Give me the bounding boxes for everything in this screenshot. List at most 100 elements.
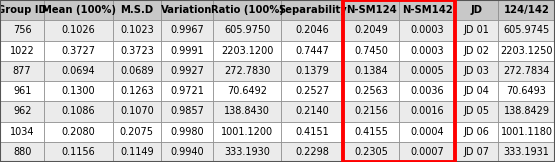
Bar <box>399 142 455 162</box>
Text: 0.2075: 0.2075 <box>120 127 154 137</box>
Bar <box>498 61 555 81</box>
Bar <box>498 142 555 162</box>
Text: 0.4151: 0.4151 <box>295 127 329 137</box>
Text: 0.1086: 0.1086 <box>62 106 95 116</box>
Text: 2203.1200: 2203.1200 <box>221 46 273 56</box>
Text: 124/142: 124/142 <box>503 5 549 15</box>
Bar <box>455 122 498 142</box>
Bar <box>281 142 344 162</box>
Bar <box>113 0 161 20</box>
Bar <box>0 0 44 20</box>
Text: 0.0694: 0.0694 <box>62 66 95 76</box>
Bar <box>0 122 44 142</box>
Bar <box>455 0 498 20</box>
Text: 333.1930: 333.1930 <box>224 147 270 157</box>
Text: 0.0005: 0.0005 <box>410 66 444 76</box>
Bar <box>344 0 455 162</box>
Text: 0.1263: 0.1263 <box>120 86 154 96</box>
Bar <box>498 40 555 61</box>
Text: 70.6493: 70.6493 <box>507 86 547 96</box>
Text: 0.9980: 0.9980 <box>170 127 204 137</box>
Bar <box>213 81 281 101</box>
Bar <box>161 40 213 61</box>
Bar <box>281 122 344 142</box>
Text: 272.7834: 272.7834 <box>503 66 549 76</box>
Bar <box>455 81 498 101</box>
Bar <box>498 81 555 101</box>
Bar <box>344 40 399 61</box>
Text: 961: 961 <box>13 86 32 96</box>
Text: 0.7450: 0.7450 <box>354 46 388 56</box>
Bar <box>44 40 113 61</box>
Bar <box>213 61 281 81</box>
Text: 0.2563: 0.2563 <box>354 86 388 96</box>
Text: 0.1070: 0.1070 <box>120 106 154 116</box>
Bar <box>281 0 344 20</box>
Bar <box>281 101 344 122</box>
Bar <box>44 101 113 122</box>
Text: 0.9927: 0.9927 <box>170 66 204 76</box>
Bar <box>113 81 161 101</box>
Text: JD 02: JD 02 <box>463 46 490 56</box>
Text: 0.9857: 0.9857 <box>170 106 204 116</box>
Text: 0.1300: 0.1300 <box>62 86 95 96</box>
Text: 0.3727: 0.3727 <box>62 46 95 56</box>
Text: 2203.1250: 2203.1250 <box>500 46 553 56</box>
Text: 1034: 1034 <box>10 127 34 137</box>
Text: 0.0003: 0.0003 <box>410 46 444 56</box>
Text: 0.2298: 0.2298 <box>295 147 329 157</box>
Text: Group ID: Group ID <box>0 5 47 15</box>
Text: 0.1156: 0.1156 <box>62 147 95 157</box>
Text: JD 05: JD 05 <box>463 106 490 116</box>
Bar <box>44 0 113 20</box>
Bar <box>344 122 399 142</box>
Text: 0.2080: 0.2080 <box>62 127 95 137</box>
Text: 0.0007: 0.0007 <box>410 147 444 157</box>
Bar <box>455 142 498 162</box>
Text: 0.0036: 0.0036 <box>410 86 444 96</box>
Bar <box>44 20 113 40</box>
Text: JD 04: JD 04 <box>463 86 490 96</box>
Text: 0.1379: 0.1379 <box>295 66 329 76</box>
Text: 0.9940: 0.9940 <box>170 147 204 157</box>
Bar <box>113 101 161 122</box>
Text: 0.1149: 0.1149 <box>120 147 154 157</box>
Text: 0.3723: 0.3723 <box>120 46 154 56</box>
Bar <box>399 20 455 40</box>
Bar <box>213 20 281 40</box>
Bar <box>113 61 161 81</box>
Text: 138.8430: 138.8430 <box>224 106 270 116</box>
Text: 70.6492: 70.6492 <box>227 86 267 96</box>
Text: JD 01: JD 01 <box>463 25 490 35</box>
Bar <box>455 101 498 122</box>
Bar <box>281 40 344 61</box>
Text: Variation: Variation <box>161 5 213 15</box>
Bar <box>0 81 44 101</box>
Bar <box>0 142 44 162</box>
Bar <box>44 122 113 142</box>
Bar <box>399 81 455 101</box>
Bar <box>0 40 44 61</box>
Bar <box>113 20 161 40</box>
Text: 0.2046: 0.2046 <box>295 25 329 35</box>
Text: 0.2527: 0.2527 <box>295 86 330 96</box>
Bar <box>344 142 399 162</box>
Bar <box>113 122 161 142</box>
Text: 1001.1180: 1001.1180 <box>501 127 552 137</box>
Bar <box>344 20 399 40</box>
Text: 0.1023: 0.1023 <box>120 25 154 35</box>
Text: 756: 756 <box>13 25 32 35</box>
Bar <box>399 61 455 81</box>
Text: Separability: Separability <box>278 5 347 15</box>
Text: 0.0689: 0.0689 <box>120 66 154 76</box>
Text: Mean (100%): Mean (100%) <box>42 5 115 15</box>
Bar <box>161 142 213 162</box>
Text: 272.7830: 272.7830 <box>224 66 270 76</box>
Bar <box>281 20 344 40</box>
Text: 880: 880 <box>13 147 32 157</box>
Text: 0.1026: 0.1026 <box>62 25 95 35</box>
Text: 605.9745: 605.9745 <box>503 25 549 35</box>
Bar <box>399 101 455 122</box>
Bar <box>161 101 213 122</box>
Text: 0.2156: 0.2156 <box>354 106 388 116</box>
